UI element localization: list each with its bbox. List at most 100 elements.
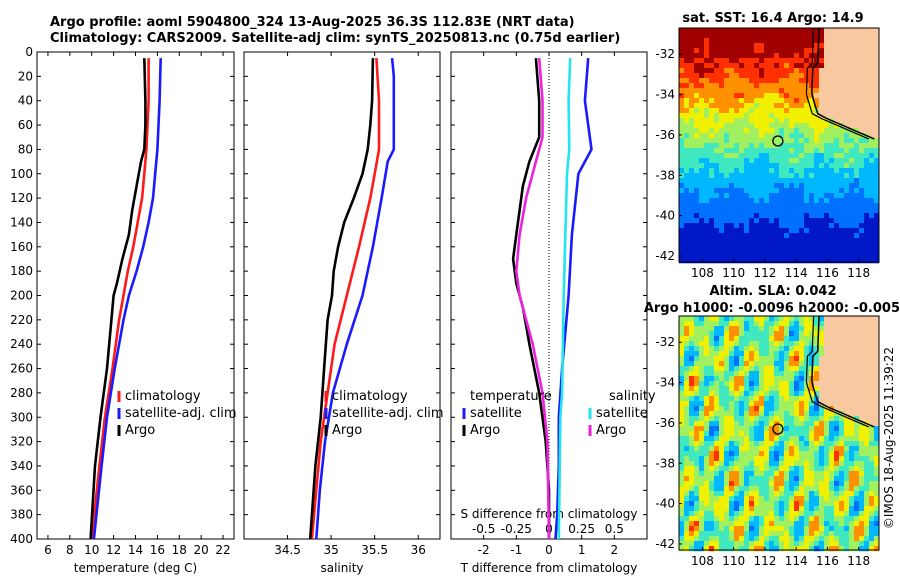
sst_map-cell <box>869 133 875 139</box>
sst_map-cell <box>829 168 835 174</box>
sla_map-cell <box>849 501 855 507</box>
sla_map-cell <box>719 506 725 512</box>
sst_map-cell <box>739 173 745 179</box>
sst_map-cell <box>809 173 815 179</box>
sla_map-cell <box>849 351 855 357</box>
sla_map-cell <box>704 451 710 457</box>
sla_map-cell <box>764 426 770 432</box>
sla_map-cell <box>684 431 690 437</box>
sst_map-cell <box>789 113 795 119</box>
sst_map-cell <box>779 93 785 99</box>
sla_map-xtick-label: 110 <box>722 554 745 568</box>
sst_map-cell <box>704 73 710 79</box>
sst_map-cell <box>834 138 840 144</box>
sst_map-cell <box>754 173 760 179</box>
sla_map-cell <box>799 441 805 447</box>
sst_map-cell <box>829 108 835 114</box>
sst_map-ytick-label: -42 <box>655 249 675 263</box>
sst_map-cell <box>694 223 700 229</box>
sla_map-cell <box>704 386 710 392</box>
sst_map-cell <box>844 48 850 54</box>
sla_map-cell <box>764 396 770 402</box>
sla_map-cell <box>754 546 760 552</box>
sla_map-cell <box>869 426 875 432</box>
sla_map-cell <box>724 446 730 452</box>
sst_map-cell <box>824 228 830 234</box>
sst_map-cell <box>824 48 830 54</box>
sst_map-cell <box>869 188 875 194</box>
sst_map-cell <box>699 73 705 79</box>
sla_map-cell <box>764 431 770 437</box>
sst_map-cell <box>689 158 695 164</box>
sst_map-cell <box>729 193 735 199</box>
sla_map-cell <box>819 351 825 357</box>
sst_map-cell <box>724 233 730 239</box>
sst_map-cell <box>789 253 795 259</box>
sla_map-cell <box>749 351 755 357</box>
sla_map-cell <box>704 496 710 502</box>
sla_map-cell <box>709 541 715 547</box>
sla_map-cell <box>724 451 730 457</box>
sst_map-cell <box>769 253 775 259</box>
sst_map-cell <box>764 253 770 259</box>
sla_map-cell <box>714 416 720 422</box>
sla_map-cell <box>839 466 845 472</box>
sst_map-cell <box>759 63 765 69</box>
sst_map-cell <box>754 218 760 224</box>
sst_map-cell <box>744 153 750 159</box>
sst_map-cell <box>864 163 870 169</box>
sla_map-cell <box>804 536 810 542</box>
sst_map-cell <box>719 173 725 179</box>
sla_map-cell <box>824 341 830 347</box>
sst_map-cell <box>824 83 830 89</box>
sst_map-cell <box>779 68 785 74</box>
sla_map-cell <box>719 336 725 342</box>
sla_map-cell <box>759 371 765 377</box>
sla_map-cell <box>779 326 785 332</box>
sla_map-cell <box>824 391 830 397</box>
sst_map-cell <box>819 43 825 49</box>
sla_map-cell <box>874 541 880 547</box>
sla_map-cell <box>844 326 850 332</box>
sla_map-cell <box>779 471 785 477</box>
sst_map-cell <box>739 228 745 234</box>
sla_map-cell <box>799 521 805 527</box>
sst_map-cell <box>774 148 780 154</box>
sst_map-cell <box>714 103 720 109</box>
sst_map-cell <box>814 193 820 199</box>
sla_map-cell <box>774 416 780 422</box>
sst_map-cell <box>849 153 855 159</box>
sst_map-cell <box>729 183 735 189</box>
sst_map-cell <box>684 118 690 124</box>
sla_map-cell <box>684 436 690 442</box>
sla_map-cell <box>794 481 800 487</box>
sla_map-cell <box>824 381 830 387</box>
sla_map-cell <box>814 456 820 462</box>
sla_map-cell <box>869 416 875 422</box>
sst_map-cell <box>714 53 720 59</box>
sla_map-cell <box>854 326 860 332</box>
sla_map-cell <box>844 416 850 422</box>
sst_map-cell <box>764 203 770 209</box>
sla_map-cell <box>704 521 710 527</box>
sla_map-cell <box>759 421 765 427</box>
sst_map-cell <box>829 58 835 64</box>
sst_map-cell <box>864 173 870 179</box>
sst_map-cell <box>679 118 685 124</box>
sst_map-cell <box>764 153 770 159</box>
sla_map-cell <box>744 486 750 492</box>
sst_map-cell <box>744 158 750 164</box>
sla_map-cell <box>719 526 725 532</box>
sst_map-cell <box>829 158 835 164</box>
sst_map-panel: 108 110 112 114 116 118-32-34-36-38-40-42sat.… <box>655 11 880 280</box>
sst_map-cell <box>799 113 805 119</box>
sst_map-cell <box>834 143 840 149</box>
sla_map-cell <box>794 406 800 412</box>
sst_map-cell <box>779 128 785 134</box>
sst_map-cell <box>799 123 805 129</box>
sla_map-cell <box>739 321 745 327</box>
sla_map-cell <box>834 361 840 367</box>
sla_map-cell <box>814 391 820 397</box>
sst_map-cell <box>699 238 705 244</box>
sst_map-cell <box>794 178 800 184</box>
